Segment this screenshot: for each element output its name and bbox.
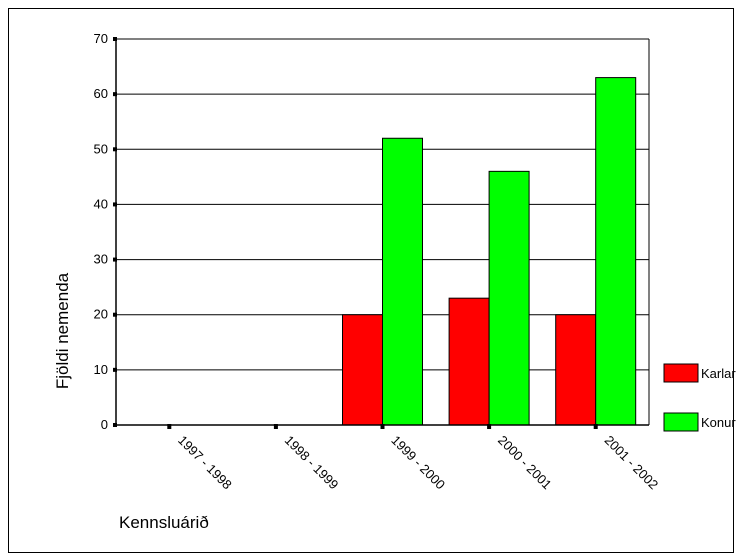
bar [488,170,530,426]
y-tick-label: 0 [101,417,108,432]
x-tick-label: 1999 - 2000 [388,433,448,493]
y-tick-label: 70 [94,31,108,46]
legend: Karlar Konur [663,363,736,432]
x-tick-mark [273,424,278,429]
x-tick-label: 1997 - 1998 [175,433,235,493]
x-tick-mark [593,424,598,429]
legend-label: Karlar [701,366,736,381]
legend-label: Konur [701,415,736,430]
y-tick-label: 30 [94,252,108,267]
bars [342,77,637,426]
y-tick-label: 40 [94,196,108,211]
y-tick-mark [113,92,117,97]
y-ticks: 0 10 20 30 40 50 60 70 [94,31,117,432]
y-tick-mark [113,312,117,317]
x-tick-mark [487,424,492,429]
x-tick-mark [167,424,172,429]
x-tick-label: 1998 - 1999 [282,433,342,493]
y-tick-mark [113,423,117,427]
y-tick-mark [113,257,117,262]
legend-swatch [663,412,699,432]
x-ticks: 1997 - 1998 1998 - 1999 1999 - 2000 2000 - … [167,424,661,492]
y-tick-label: 50 [94,141,108,156]
y-tick-label: 20 [94,307,108,322]
y-tick-mark [113,367,117,372]
x-tick-label: 2000 - 2001 [495,433,555,493]
y-axis-label: Fjöldi nemenda [53,272,72,389]
bar [595,77,637,426]
x-tick-label: 2001 - 2002 [602,433,662,493]
x-tick-mark [380,424,385,429]
y-tick-label: 60 [94,86,108,101]
bar [448,297,490,426]
y-tick-label: 10 [94,362,108,377]
y-tick-mark [113,147,117,152]
bar [555,314,597,426]
y-tick-mark [113,202,117,207]
bar [342,314,383,426]
legend-swatch [663,363,699,383]
x-axis-label: Kennsluárið [119,513,209,532]
y-tick-mark [113,37,117,41]
bar [382,137,423,426]
